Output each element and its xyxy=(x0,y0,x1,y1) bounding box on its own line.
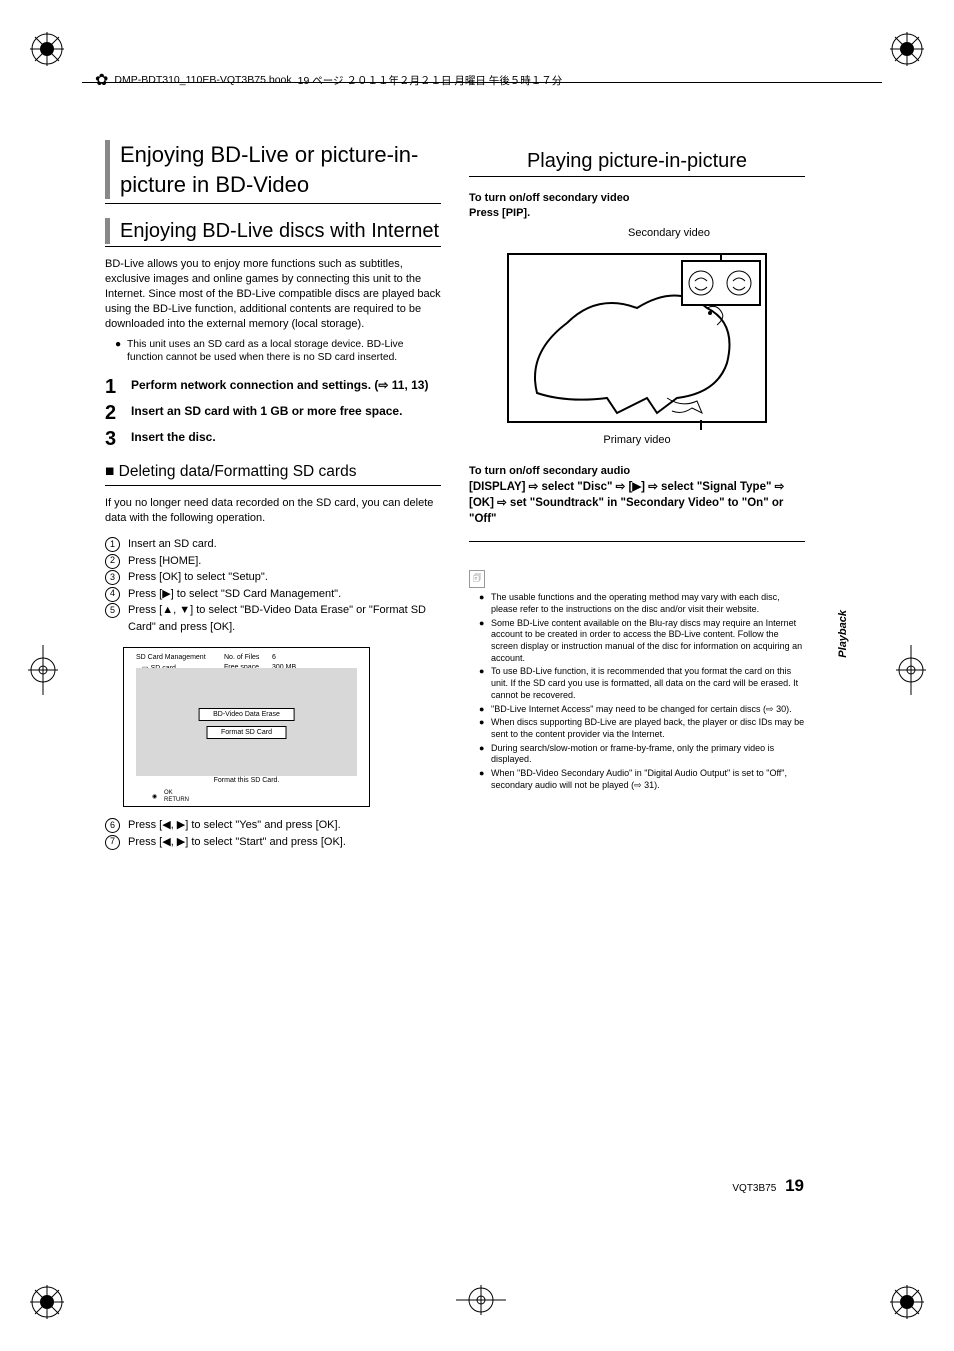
reg-mark-icon xyxy=(30,32,64,66)
sd-return: RETURN xyxy=(164,797,189,803)
sd-remote-icon: ◉ xyxy=(152,793,157,800)
note-text: When "BD-Video Secondary Audio" in "Digi… xyxy=(491,768,805,791)
circ-text: Press [▶] to select "SD Card Management"… xyxy=(128,586,341,603)
note-text: "BD-Live Internet Access" may need to be… xyxy=(491,704,792,716)
heading-delete-data: Deleting data/Formatting SD cards xyxy=(105,463,441,481)
sd-format-button[interactable]: Format SD Card xyxy=(206,726,287,739)
left-column: Enjoying BD-Live or picture-in-picture i… xyxy=(105,140,441,856)
step-text: Insert an SD card with 1 GB or more free… xyxy=(131,403,402,423)
audio-instruction: To turn on/off secondary audio [DISPLAY]… xyxy=(469,464,805,528)
circle-steps: 1Insert an SD card. 2Press [HOME]. 3Pres… xyxy=(105,536,441,635)
setup-steps: 1Perform network connection and settings… xyxy=(105,377,441,449)
doc-pageinfo: 19 ページ ２０１１年２月２１日 月曜日 午後５時１７分 xyxy=(298,73,563,88)
delete-body: If you no longer need data recorded on t… xyxy=(105,496,441,526)
circ-text: Press [▲, ▼] to select "BD-Video Data Er… xyxy=(128,602,441,635)
reg-mark-icon xyxy=(30,1285,64,1319)
circ-text: Press [◀, ▶] to select "Yes" and press [… xyxy=(128,817,341,834)
sd-erase-button[interactable]: BD-Video Data Erase xyxy=(198,708,295,721)
intro-note: ●This unit uses an SD card as a local st… xyxy=(105,338,441,366)
content-area: Enjoying BD-Live or picture-in-picture i… xyxy=(105,140,805,856)
reg-mark-icon xyxy=(890,1285,924,1319)
circ-text: Press [OK] to select "Setup". xyxy=(128,569,268,586)
sd-title: SD Card Management xyxy=(136,654,206,661)
sd-ok: OK xyxy=(164,790,173,796)
header-rule xyxy=(82,82,882,83)
rule xyxy=(105,203,441,204)
doc-code: VQT3B75 xyxy=(732,1183,776,1194)
crosshair-icon xyxy=(896,645,926,695)
rule xyxy=(105,485,441,486)
note-text: To use BD-Live function, it is recommend… xyxy=(491,666,805,701)
intro-bullet-text: This unit uses an SD card as a local sto… xyxy=(127,338,441,366)
right-column: Playing picture-in-picture To turn on/of… xyxy=(469,140,805,856)
sd-files-value: 6 xyxy=(272,654,276,661)
page-footer: VQT3B75 19 xyxy=(732,1176,804,1196)
heading-pip: Playing picture-in-picture xyxy=(469,148,805,174)
audio-line2: [DISPLAY] ⇨ select "Disc" ⇨ [▶] ⇨ select… xyxy=(469,479,805,527)
note-text: The usable functions and the operating m… xyxy=(491,592,805,615)
sd-files-label: No. of Files xyxy=(224,654,259,661)
rule xyxy=(469,541,805,542)
page-number: 19 xyxy=(785,1176,804,1195)
pip-line1: To turn on/off secondary video xyxy=(469,191,805,206)
doc-header: ✿ DMP-BDT310_110EB-VQT3B75.book 19 ページ ２… xyxy=(95,70,562,90)
pip-instruction: To turn on/off secondary video Press [PI… xyxy=(469,191,805,221)
heading-bdlive-internet: Enjoying BD-Live discs with Internet xyxy=(105,218,441,244)
doc-filename: DMP-BDT310_110EB-VQT3B75.book xyxy=(114,74,291,86)
note-text: When discs supporting BD-Live are played… xyxy=(491,717,805,740)
pip-line2: Press [PIP]. xyxy=(469,206,805,221)
audio-line1: To turn on/off secondary audio xyxy=(469,464,805,479)
sd-card-panel: SD Card Management ▭ SD card No. of File… xyxy=(123,647,370,807)
circ-text: Press [◀, ▶] to select "Start" and press… xyxy=(128,834,346,851)
pip-figure xyxy=(507,253,767,428)
crosshair-icon xyxy=(28,645,58,695)
note-text: During search/slow-motion or frame-by-fr… xyxy=(491,743,805,766)
note-text: Some BD-Live content available on the Bl… xyxy=(491,618,805,665)
book-icon: ✿ xyxy=(95,70,108,90)
section-tab: Playback xyxy=(837,610,849,658)
crosshair-icon xyxy=(456,1285,506,1315)
heading-bdlive: Enjoying BD-Live or picture-in-picture i… xyxy=(105,140,441,199)
sd-foot: Format this SD Card. xyxy=(214,777,280,784)
circle-steps-2: 6Press [◀, ▶] to select "Yes" and press … xyxy=(105,817,441,850)
circ-text: Insert an SD card. xyxy=(128,536,217,553)
page: ✿ DMP-BDT310_110EB-VQT3B75.book 19 ページ ２… xyxy=(0,0,954,1351)
rule xyxy=(105,246,441,247)
reg-mark-icon xyxy=(890,32,924,66)
step-text: Perform network connection and settings.… xyxy=(131,377,428,397)
step-text: Insert the disc. xyxy=(131,429,216,449)
caption-secondary: Secondary video xyxy=(609,227,729,239)
rule xyxy=(469,176,805,177)
caption-primary: Primary video xyxy=(469,434,805,446)
circ-text: Press [HOME]. xyxy=(128,553,201,570)
intro-text: BD-Live allows you to enjoy more functio… xyxy=(105,257,441,331)
note-icon: 🗊 xyxy=(469,570,485,588)
notes-list: ●The usable functions and the operating … xyxy=(469,592,805,791)
